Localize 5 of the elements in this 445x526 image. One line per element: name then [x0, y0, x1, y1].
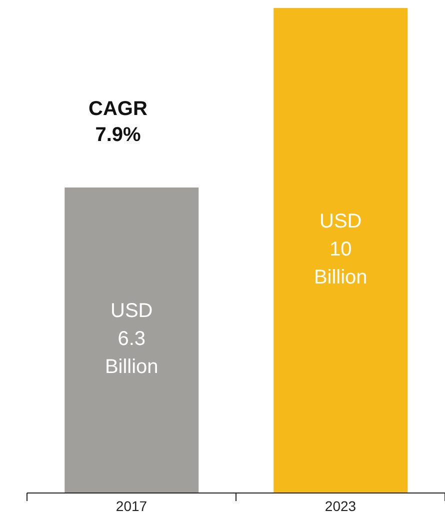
- annotation: CAGR 7.9%: [88, 97, 148, 148]
- data-label: USD 10 Billion: [314, 210, 368, 289]
- data-label: USD 6.3 Billion: [104, 300, 158, 379]
- x-tick-label: 2017: [116, 498, 148, 514]
- x-tick-label: 2023: [324, 498, 356, 514]
